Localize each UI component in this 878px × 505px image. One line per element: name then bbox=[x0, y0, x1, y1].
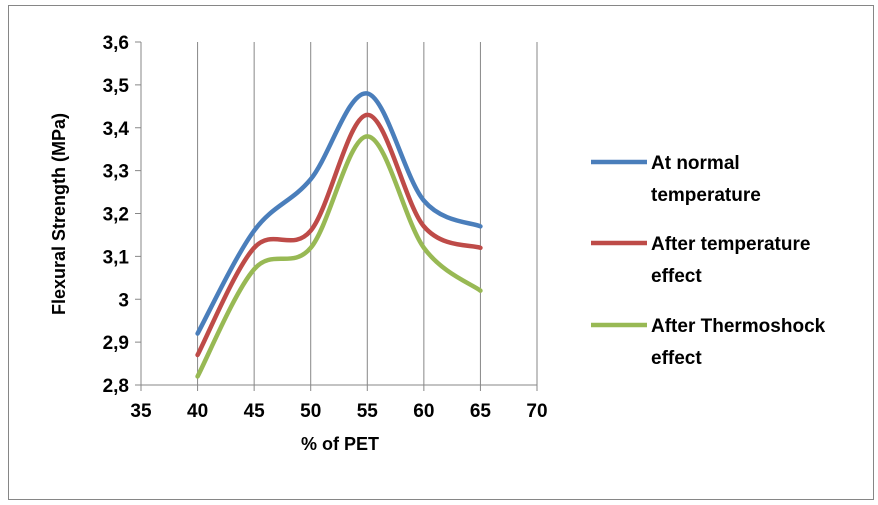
y-tick-label: 3,2 bbox=[103, 205, 129, 226]
x-tick-label: 40 bbox=[187, 401, 208, 422]
legend-label-1: At normal bbox=[651, 153, 740, 174]
series-line-1 bbox=[195, 91, 483, 336]
series-line-3 bbox=[195, 134, 483, 379]
x-tick-label: 35 bbox=[130, 401, 152, 422]
y-tick-label: 2,8 bbox=[103, 376, 129, 397]
y-tick-label: 3,5 bbox=[103, 76, 130, 97]
series-line-2 bbox=[195, 112, 483, 358]
gridlines bbox=[197, 42, 538, 385]
legend-label-2: effect bbox=[651, 266, 702, 287]
x-tick-label: 70 bbox=[526, 401, 547, 422]
legend-label-1: temperature bbox=[651, 185, 761, 206]
y-tick-label: 2,9 bbox=[103, 333, 129, 354]
y-tick-label: 3,3 bbox=[103, 162, 129, 183]
legend: At normal temperature After temperature eff… bbox=[591, 153, 826, 369]
y-tick-label: 3,4 bbox=[103, 119, 130, 140]
chart-frame bbox=[8, 5, 874, 500]
y-axis-title: Flexural Strength (MPa) bbox=[49, 113, 69, 315]
series-lines bbox=[195, 91, 483, 379]
x-tick-labels: 35 40 45 50 55 60 65 70 bbox=[130, 385, 548, 422]
y-tick-label: 3,6 bbox=[103, 33, 129, 54]
legend-label-3: effect bbox=[651, 348, 702, 369]
x-tick-label: 65 bbox=[470, 401, 492, 422]
x-tick-label: 50 bbox=[300, 401, 321, 422]
x-tick-label: 55 bbox=[357, 401, 379, 422]
y-tick-label: 3 bbox=[118, 290, 129, 311]
y-tick-labels: 2,8 2,9 3 3,1 3,2 3,3 3,4 3,5 3,6 bbox=[103, 33, 141, 397]
axes bbox=[140, 42, 537, 386]
x-tick-label: 45 bbox=[244, 401, 266, 422]
y-tick-label: 3,1 bbox=[103, 247, 130, 268]
x-axis-title: % of PET bbox=[301, 434, 379, 454]
legend-label-2: After temperature bbox=[651, 234, 810, 255]
x-tick-label: 60 bbox=[413, 401, 434, 422]
legend-label-3: After Thermoshock bbox=[651, 316, 826, 337]
